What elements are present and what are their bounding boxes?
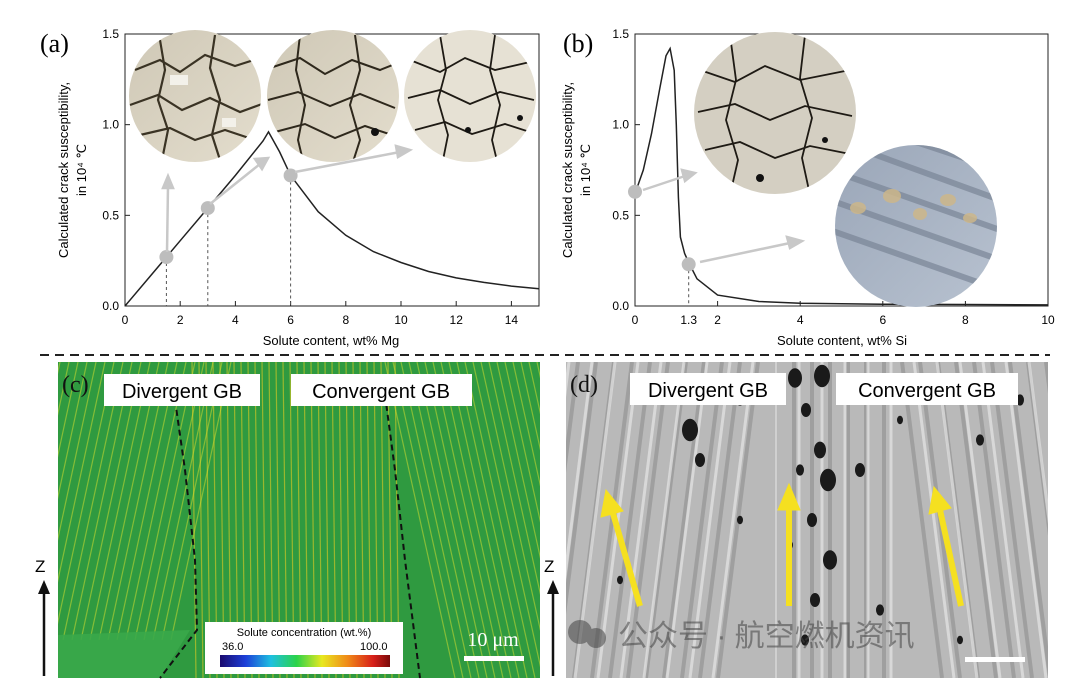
- panel-b-letter: (b): [563, 29, 593, 58]
- panel-d-convergent-box: [836, 373, 1018, 405]
- plot-b-xtick-1-3: 1.3: [680, 313, 697, 327]
- x-tick-label: 10: [394, 313, 408, 327]
- data-marker: [283, 168, 298, 183]
- data-marker: [159, 250, 174, 265]
- panel-d-z-axis: Z: [544, 557, 559, 676]
- x-tick-label: 2: [714, 313, 721, 327]
- x-tick-label: 4: [797, 313, 804, 327]
- plot-b-xlabel: Solute content, wt% Si: [777, 333, 907, 348]
- data-marker: [681, 257, 696, 272]
- micrograph-inset-b2: [835, 145, 997, 307]
- scalebar-label: 10 μm: [467, 629, 519, 651]
- x-tick-label: 6: [879, 313, 886, 327]
- panel-d-texture: [566, 362, 1048, 678]
- panel-c-z-axis: Z: [35, 557, 50, 676]
- x-tick-label: 2: [177, 313, 184, 327]
- plot-b-ylabel-line2: in 10⁴ ℃: [578, 144, 593, 196]
- plot-a-series-line: [124, 130, 540, 307]
- plot-b-y-axis: 0.0 0.5 1.0 1.5: [612, 27, 640, 313]
- panel-c-convergent-box: [291, 374, 472, 406]
- y-tick-label: 0.0: [102, 299, 119, 313]
- panel-c-divergent-label: Divergent GB: [122, 381, 242, 403]
- panel-d-divergent-label: Divergent GB: [648, 380, 768, 402]
- y-tick-label: 1.0: [612, 118, 629, 132]
- data-marker: [200, 201, 215, 216]
- colorbar-min: 36.0: [222, 641, 243, 653]
- panel-c-dendrites: [58, 362, 540, 678]
- y-tick-label: 0.0: [612, 299, 629, 313]
- x-tick-label: 4: [232, 313, 239, 327]
- panel-c-z-label: Z: [35, 557, 45, 576]
- micrograph-inset-a1: [129, 30, 261, 162]
- micrograph-inset-b1: [694, 32, 856, 194]
- panel-c-letter: (c): [62, 372, 89, 398]
- plot-a-xlabel: Solute content, wt% Mg: [263, 333, 400, 348]
- micrograph-inset-a2: [267, 30, 399, 162]
- plot-a-ylabel-line2: in 10⁴ ℃: [74, 144, 89, 196]
- watermark-text: 公众号 · 航空燃机资讯: [618, 620, 915, 653]
- colorbar-max: 100.0: [360, 641, 388, 653]
- x-tick-label: 0: [122, 313, 129, 327]
- x-tick-label: 8: [962, 313, 969, 327]
- watermark: 公众号 · 航空燃机资讯: [568, 620, 915, 653]
- y-tick-label: 0.5: [612, 208, 629, 222]
- plot-a-markers: [159, 168, 298, 265]
- panel-d-letter: (d): [570, 372, 598, 398]
- plot-b-leader-arrows: [642, 168, 806, 264]
- data-marker: [628, 184, 642, 199]
- scalebar-bar: [464, 656, 524, 661]
- yellow-arrow-convergent: [937, 509, 964, 607]
- panel-a-letter: (a): [40, 29, 69, 58]
- x-tick-label: 0: [632, 313, 639, 327]
- plot-b-series-line: [634, 46, 1049, 306]
- plot-a-leader-arrows: [161, 144, 414, 253]
- x-tick-label: 6: [287, 313, 294, 327]
- y-tick-label: 0.5: [102, 208, 119, 222]
- colorbar-gradient: [220, 655, 390, 667]
- panel-d-z-label: Z: [544, 557, 554, 576]
- x-tick-label: 10: [1041, 313, 1055, 327]
- panel-b: (b) 0.0 0.5 1.0 1.5 0 2 4 6 8 10 1.3 Solute cont…: [560, 27, 1055, 348]
- plot-b-markers: [628, 184, 696, 272]
- plot-a-ylabel-line1: Calculated crack susceptibility,: [56, 82, 71, 258]
- panel-d-scalebar: [965, 657, 1025, 662]
- panel-c-divergent-box: [104, 374, 260, 406]
- plot-a-y-axis: 0.0 0.5 1.0 1.5: [102, 27, 130, 313]
- convergent-gb-line: [384, 394, 421, 679]
- panel-d-convergent-label: Convergent GB: [858, 380, 996, 402]
- plot-a-x-axis: 0 2 4 6 8 10 12 14: [122, 301, 519, 327]
- y-tick-label: 1.5: [612, 27, 629, 41]
- yellow-arrow-divergent: [609, 509, 643, 607]
- y-tick-label: 1.5: [102, 27, 119, 41]
- x-tick-label: 14: [505, 313, 519, 327]
- x-tick-label: 12: [450, 313, 464, 327]
- x-tick-label: 8: [342, 313, 349, 327]
- panel-c-convergent-label: Convergent GB: [312, 381, 450, 403]
- micrograph-inset-a3: [404, 30, 536, 162]
- panel-d: (d) Divergent GB Convergent GB 公众号 · 航空燃…: [566, 362, 1048, 678]
- panel-c: (c) Divergent GB Convergent GB Solute co…: [58, 362, 540, 679]
- panel-a: (a) 0.0 0.5 1.0 1.5 0 2 4 6 8 10 12 14 Solute cont…: [40, 27, 540, 348]
- panel-d-divergent-box: [630, 373, 786, 405]
- plot-b-ylabel-line1: Calculated crack susceptibility,: [560, 82, 575, 258]
- divergent-gb-line: [159, 399, 199, 679]
- plot-b-frame: [634, 33, 1049, 307]
- growth-direction-arrows: [600, 482, 964, 607]
- plot-a-droplines: [165, 175, 292, 306]
- colorbar-title: Solute concentration (wt.%): [237, 627, 372, 639]
- y-tick-label: 1.0: [102, 118, 119, 132]
